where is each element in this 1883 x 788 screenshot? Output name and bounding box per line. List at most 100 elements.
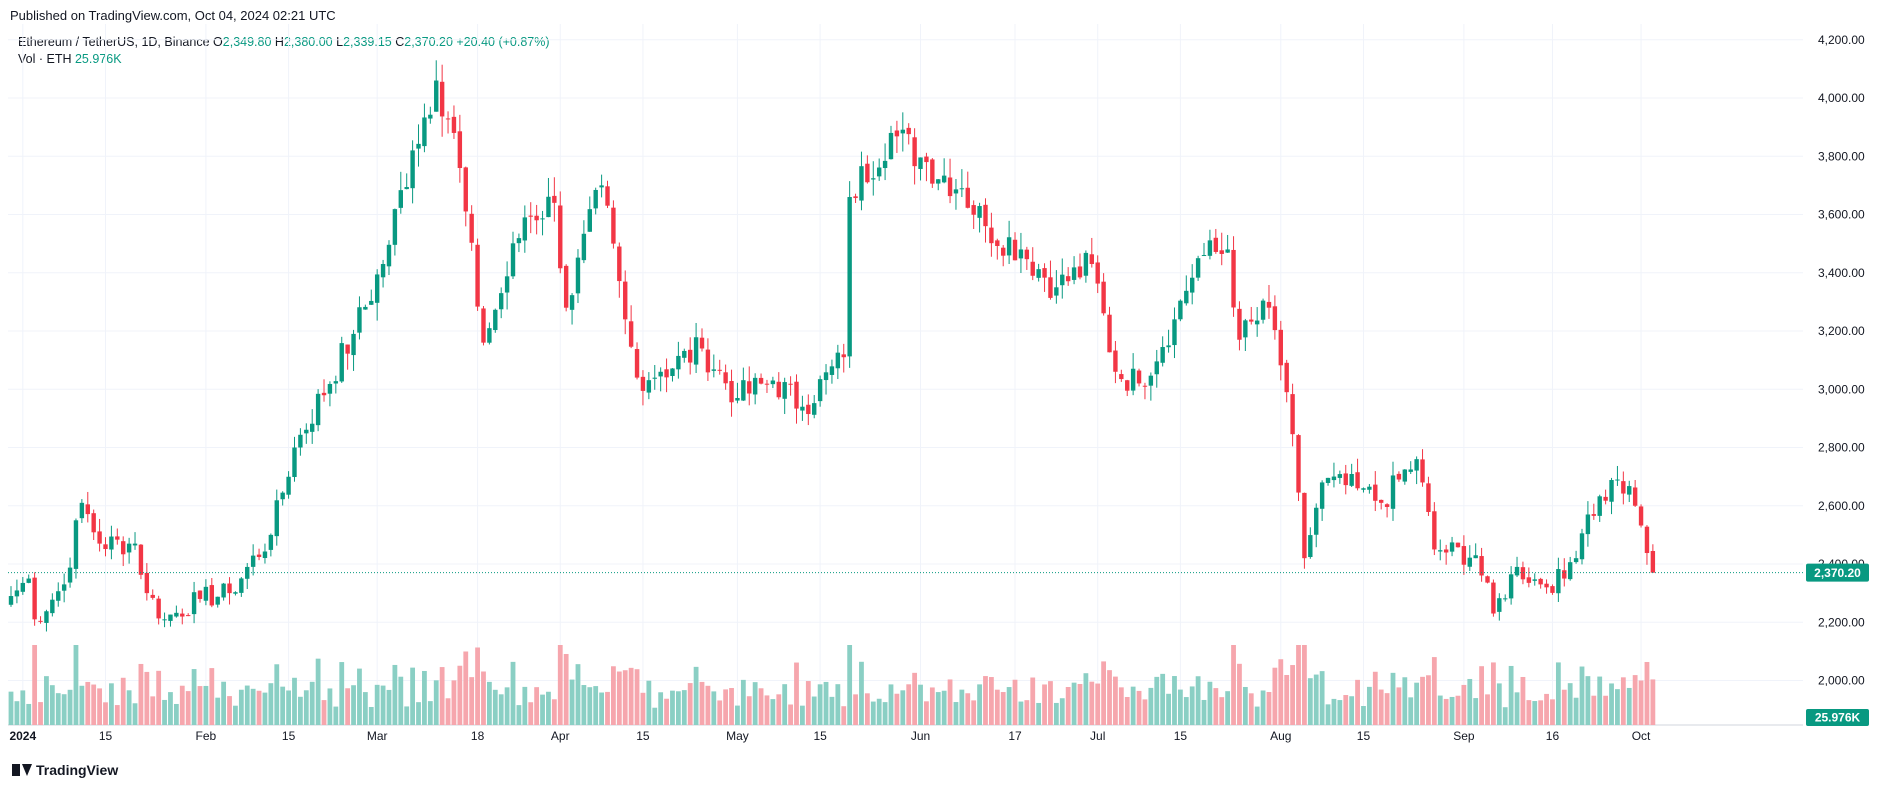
x-tick-label: May xyxy=(726,729,749,743)
volume-bar xyxy=(1254,706,1260,725)
volume-bar xyxy=(197,686,203,725)
candle-body xyxy=(410,150,415,189)
volume-bar xyxy=(1053,702,1059,725)
x-tick-label: Feb xyxy=(196,729,217,743)
volume-bar xyxy=(309,681,315,725)
candle-body xyxy=(729,381,734,403)
candle-body xyxy=(1213,237,1219,252)
candle-body xyxy=(747,381,752,394)
candle-body xyxy=(1473,555,1478,559)
volume-bar xyxy=(1089,681,1095,725)
volume-bar xyxy=(120,677,126,725)
candle-body xyxy=(191,592,197,615)
candle-body xyxy=(209,585,215,606)
candle-body xyxy=(959,188,965,190)
volume-bar xyxy=(758,688,764,725)
volume-bar xyxy=(882,702,888,725)
volume-bar xyxy=(1644,661,1650,725)
volume-bar xyxy=(1278,659,1284,725)
candle-body xyxy=(1550,586,1555,593)
candle-body xyxy=(1544,583,1549,588)
legend-open: 2,349.80 xyxy=(222,35,272,49)
volume-bar xyxy=(1496,683,1502,725)
candle-body xyxy=(1296,435,1301,493)
volume-bar xyxy=(126,690,132,725)
candle-body xyxy=(764,383,770,385)
candle-body xyxy=(469,213,474,243)
volume-bar xyxy=(729,688,734,725)
candle-body xyxy=(315,393,321,426)
volume-bar xyxy=(162,699,167,725)
volume-bar xyxy=(841,706,847,725)
candle-body xyxy=(457,131,463,168)
candle-body xyxy=(1449,542,1455,552)
volume-bar xyxy=(1260,690,1266,725)
candle-body xyxy=(1001,247,1006,256)
candle-body xyxy=(445,118,451,120)
candle-body xyxy=(1426,483,1431,512)
candle-body xyxy=(676,355,681,370)
volume-bar xyxy=(1272,667,1278,725)
tradingview-logo[interactable]: TradingView xyxy=(12,762,118,778)
volume-bar xyxy=(109,683,114,725)
volume-bar xyxy=(333,706,339,725)
volume-bar xyxy=(794,662,799,725)
candle-body xyxy=(1378,499,1384,503)
candle-body xyxy=(363,306,368,310)
candle-body xyxy=(823,372,829,381)
candle-body xyxy=(1184,290,1189,304)
volume-bar xyxy=(386,689,392,725)
candle-body xyxy=(487,328,492,343)
candle-body xyxy=(835,352,841,369)
volume-bar xyxy=(876,698,882,725)
volume-bar xyxy=(853,694,858,725)
candle-body xyxy=(1048,277,1053,298)
candle-body xyxy=(369,300,374,305)
candle-body xyxy=(1562,570,1567,579)
volume-bar xyxy=(20,690,26,725)
candle-body xyxy=(1119,374,1124,380)
volume-bar xyxy=(1366,686,1372,725)
candle-body xyxy=(1650,551,1656,573)
volume-bar xyxy=(1408,697,1414,725)
volume-bar xyxy=(1177,689,1183,725)
candle-body xyxy=(1089,254,1094,265)
volume-bar xyxy=(888,684,894,725)
volume-bar xyxy=(1030,677,1036,725)
candle-body xyxy=(546,196,551,218)
candle-body xyxy=(699,337,705,349)
volume-bar xyxy=(280,686,286,725)
candle-body xyxy=(817,379,823,402)
candle-body xyxy=(1260,300,1266,320)
candle-body xyxy=(859,166,864,201)
candle-body xyxy=(126,543,132,553)
volume-bar xyxy=(817,684,823,725)
candle-body xyxy=(1065,276,1071,282)
volume-bar xyxy=(1544,693,1549,725)
volume-bar xyxy=(1473,698,1479,725)
volume-bar xyxy=(581,685,587,725)
volume-bar xyxy=(14,701,20,725)
candle-body xyxy=(829,366,835,375)
candle-body xyxy=(900,129,906,134)
legend-vol-label[interactable]: Vol · ETH xyxy=(18,52,72,66)
candle-body xyxy=(1201,255,1207,257)
candle-body xyxy=(1349,474,1354,486)
candle-body xyxy=(1071,267,1077,280)
volume-bar xyxy=(622,670,628,725)
volume-bar xyxy=(1567,683,1573,725)
candle-body xyxy=(936,179,941,184)
candle-body xyxy=(953,189,959,194)
legend-symbol[interactable]: Ethereum / TetherUS, 1D, Binance xyxy=(18,35,210,49)
volume-bar xyxy=(1319,671,1325,725)
candle-body xyxy=(357,307,362,333)
volume-bar xyxy=(681,690,687,725)
volume-bar xyxy=(1455,695,1461,725)
volume-bar xyxy=(1650,679,1656,725)
candle-body xyxy=(1018,249,1024,259)
candle-body xyxy=(32,577,37,620)
candle-body xyxy=(1438,550,1443,552)
candle-body xyxy=(687,349,693,363)
candle-body xyxy=(180,613,185,617)
price-chart[interactable]: 2,000.002,200.002,400.002,600.002,800.00… xyxy=(0,24,1883,764)
